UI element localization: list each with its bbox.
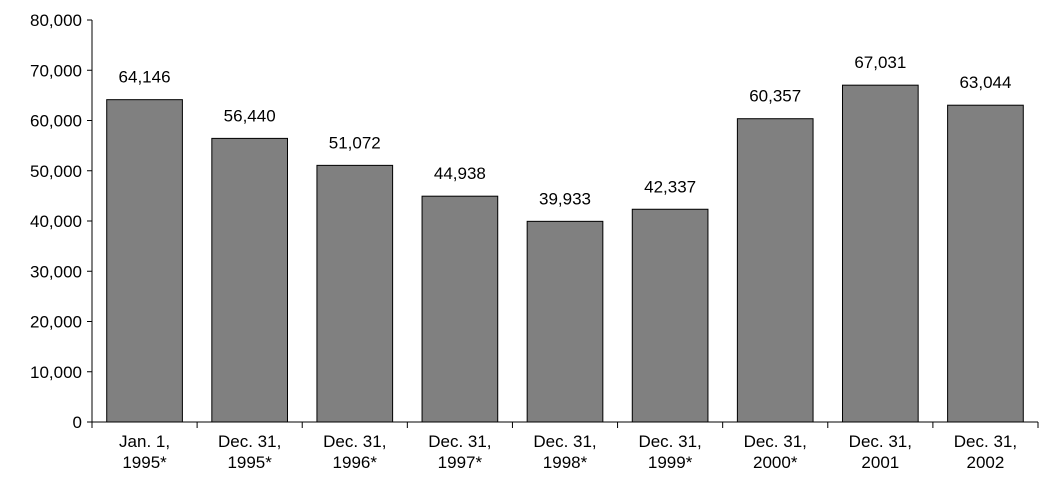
y-tick-label: 0 [73,413,82,432]
bar-value-label: 51,072 [329,133,381,152]
x-tick-label-line: Dec. 31, [218,432,281,451]
x-tick-label-line: 1997* [438,453,483,472]
x-tick-label-line: Dec. 31, [849,432,912,451]
y-tick-label: 20,000 [30,313,82,332]
y-tick-label: 50,000 [30,162,82,181]
bar [947,104,1024,423]
bar [526,220,604,423]
data-labels: 64,146 56,440 51,072 44,938 39,933 42,337 60,3… [119,53,1012,208]
bar-value-label: 64,146 [119,68,171,87]
x-tick-label: Dec. 31, 1997* [428,432,491,472]
x-tick-label: Dec. 31, 1998* [533,432,596,472]
x-tick-label: Dec. 31, 2001 [849,432,912,472]
x-tick-label-line: Jan. 1, [119,432,170,451]
bar [841,84,919,423]
bar-value-label: 39,933 [539,189,591,208]
y-tick-label: 30,000 [30,262,82,281]
x-tick-label: Dec. 31, 2000* [744,432,807,472]
x-tick-label: Dec. 31, 2002 [954,432,1017,472]
bar [106,99,183,423]
y-tick-label: 80,000 [30,11,82,30]
x-tick-label-line: Dec. 31, [638,432,701,451]
bar-value-label: 42,337 [644,177,696,196]
x-tick-label-line: Dec. 31, [533,432,596,451]
bars [106,84,1024,423]
x-tick-label-line: Dec. 31, [323,432,386,451]
x-tick-label-line: Dec. 31, [954,432,1017,451]
bar-value-label: 56,440 [224,106,276,125]
x-tick-label-line: 2001 [861,453,899,472]
bar [736,118,814,423]
x-tick-label-line: 1998* [543,453,588,472]
x-tick-label-line: 2000* [753,453,798,472]
x-tick-label: Dec. 31, 1995* [218,432,281,472]
x-tick-label-line: 1999* [648,453,693,472]
y-tick-label: 70,000 [30,61,82,80]
x-tick-label: Dec. 31, 1999* [638,432,701,472]
y-axis: 0 10,000 20,000 30,000 40,000 50,000 60,000 70,… [30,11,93,432]
bar [316,164,394,423]
x-tick-label-line: Dec. 31, [744,432,807,451]
x-tick-label-line: 1996* [333,453,378,472]
bar [211,137,289,423]
x-tick-label-line: 2002 [967,453,1005,472]
y-tick-label: 40,000 [30,212,82,231]
bar [631,208,709,423]
bar-value-label: 67,031 [854,53,906,72]
x-tick-label: Jan. 1, 1995* [119,432,170,472]
bar-value-label: 63,044 [959,73,1011,92]
x-tick-label-line: 1995* [122,453,167,472]
x-tick-label-line: Dec. 31, [428,432,491,451]
bar-value-label: 60,357 [749,87,801,106]
bar [421,195,499,423]
x-tick-label: Dec. 31, 1996* [323,432,386,472]
y-tick-label: 60,000 [30,112,82,131]
bar-value-label: 44,938 [434,164,486,183]
x-tick-label-line: 1995* [227,453,272,472]
x-axis: Jan. 1, 1995*Dec. 31, 1995*Dec. 31, 1996*De… [91,421,1039,472]
y-tick-label: 10,000 [30,363,82,382]
